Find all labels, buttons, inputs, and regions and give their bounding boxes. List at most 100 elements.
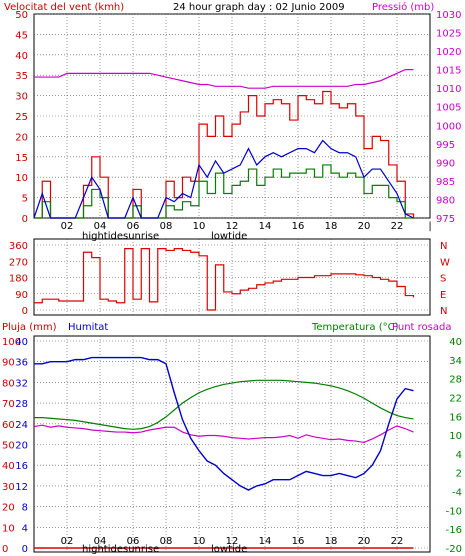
humidity-tick-label: 70 [2,399,15,410]
direction-series [34,248,415,311]
direction-tick-label: 180 [9,274,28,285]
hour-tick-label: 22 [391,221,404,232]
direction-tick-label: 360 [9,241,28,252]
pressure-tick-label: 1030 [436,10,461,21]
hour-tick-label: | [428,221,431,232]
hour-tick-label-bottom: 22 [391,536,404,547]
pressure-axis-label: Pressió (mb) [372,1,434,13]
hightide-marker-bottom: hightide [82,544,123,555]
hour-tick-label-bottom: 06 [127,536,140,547]
wind-tick-label: 25 [15,112,28,123]
compass-tick-label: W [440,257,450,268]
wind-tick-label: 35 [15,71,28,82]
hour-tick-label: 08 [160,221,173,232]
rain-tick-label: 16 [15,461,28,472]
dewpoint-axis-label: Punt rosada [392,322,451,333]
direction-tick-label: 270 [9,257,28,268]
wind-tick-label: 20 [15,132,28,143]
hour-tick-label-bottom: 10 [193,536,206,547]
wind-tick-label: 0 [22,214,28,225]
temp-tick-label: 4 [456,450,462,461]
pressure-tick-label: 1020 [436,47,461,58]
hour-tick-label-bottom: 04 [94,536,107,547]
temperature-series [33,356,414,549]
rain-axis-label: Pluja (mm) [2,322,57,333]
temp-tick-label: 22 [449,393,462,404]
axis-ticks: 0510152025303540455097598098599099510001… [2,10,462,555]
humidity-tick-label: 90 [2,358,15,369]
pressure-tick-label: 985 [436,177,455,188]
hour-tick-label-bottom: | [428,536,431,547]
dewpoint-line [33,424,414,444]
wind-axis-label: Velocitat del vent (kmh) [4,2,124,13]
humidity-tick-label: 30 [2,482,15,493]
temperature-axis-label: Temperatura (°C) [311,322,399,333]
hour-tick-label-bottom: 18 [325,536,338,547]
wind-tick-label: 30 [15,92,28,103]
wind-series [33,69,415,219]
humidity-tick-label: 10 [2,523,15,534]
hour-tick-label: 14 [259,221,272,232]
humidity-axis-label: Humitat [68,322,108,333]
wind-tick-label: 45 [15,30,28,41]
rain-tick-label: 40 [15,337,28,348]
pressure-tick-label: 1005 [436,103,461,114]
temp-tick-label: -10 [446,506,462,517]
humidity-tick-label: 40 [2,461,15,472]
compass-tick-label: E [440,290,446,301]
rain-tick-label: 32 [15,378,28,389]
wind-tick-label: 10 [15,173,28,184]
temp-tick-label: 2 [456,469,462,480]
temp-tick-label: 16 [449,412,462,423]
humidity-tick-label: 20 [2,503,15,514]
wind-tick-label: 15 [15,153,28,164]
sunrise-marker: sunrise [123,231,159,242]
pressure-line [34,69,414,89]
hightide-marker: hightide [82,231,123,242]
direction-tick-label: 0 [22,306,28,317]
graph-title: 24 hour graph day : 02 Junio 2009 [173,2,345,13]
lowtide-marker-bottom: lowtide [211,544,247,555]
pressure-tick-label: 995 [436,140,455,151]
hour-tick-label: 04 [94,221,107,232]
lowtide-marker: lowtide [211,231,247,242]
temperature-line [34,379,414,430]
hour-tick-label-bottom: 08 [160,536,173,547]
hour-tick-label: 20 [358,221,371,232]
pressure-tick-label: 1010 [436,84,461,95]
compass-tick-label: S [440,274,446,285]
wind-average-line [33,139,414,219]
pressure-tick-label: 1025 [436,29,461,40]
rain-tick-label: 8 [22,503,28,514]
temp-tick-label: 28 [449,375,462,386]
temp-tick-label: 34 [449,356,462,367]
hour-tick-label: 10 [193,221,206,232]
hour-tick-label: 16 [292,221,305,232]
humidity-tick-label: 80 [2,378,15,389]
pressure-tick-label: 990 [436,158,455,169]
wind-tick-label: 50 [15,10,28,21]
compass-tick-label: N [440,241,447,252]
wind-gust-line [34,90,415,219]
humidity-tick-label: 50 [2,441,15,452]
humidity-tick-label: 0 [2,544,8,555]
humidity-tick-label: 60 [2,420,15,431]
rain-tick-label: 36 [15,358,28,369]
hour-tick-label-bottom: 14 [259,536,272,547]
pressure-tick-label: 1000 [436,121,461,132]
wind-tick-label: 40 [15,51,28,62]
direction-tick-label: 90 [15,290,28,301]
hour-tick-label-bottom: 16 [292,536,305,547]
hour-tick-label-bottom: 20 [358,536,371,547]
hour-tick-label-bottom: 12 [226,536,239,547]
wind-tick-label: 5 [22,194,28,205]
pressure-tick-label: 975 [436,214,455,225]
rain-tick-label: 12 [15,482,28,493]
rain-tick-label: 4 [22,523,28,534]
rain-tick-label: 24 [15,420,28,431]
hour-tick-label: 18 [325,221,338,232]
wind-direction-line [34,248,415,311]
hour-tick-label: 12 [226,221,239,232]
